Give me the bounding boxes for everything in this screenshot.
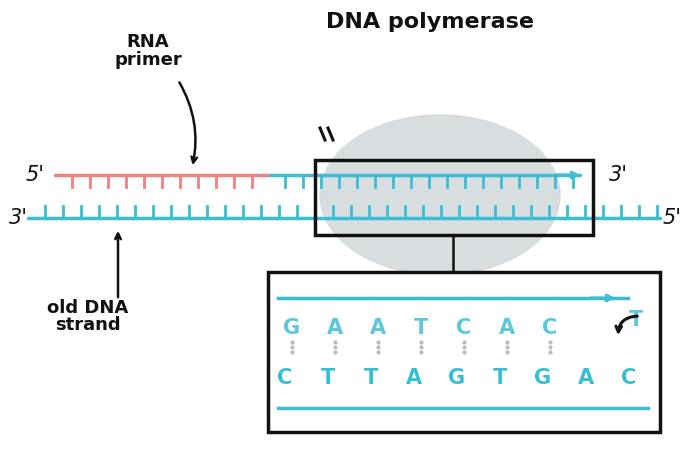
Text: old DNA: old DNA	[47, 299, 129, 317]
Text: C: C	[277, 368, 293, 388]
Bar	[315, 160, 593, 235]
Text: C: C	[542, 318, 558, 338]
Text: DNA polymerase: DNA polymerase	[326, 12, 534, 32]
Text: T: T	[414, 318, 428, 338]
Text: G: G	[284, 318, 300, 338]
Text: A: A	[578, 368, 594, 388]
Text: A: A	[327, 318, 343, 338]
Text: C: C	[621, 368, 636, 388]
Text: T: T	[364, 368, 378, 388]
Text: RNA: RNA	[127, 33, 169, 51]
Text: A: A	[406, 368, 422, 388]
Text: A: A	[499, 318, 515, 338]
Text: A: A	[370, 318, 386, 338]
Text: G: G	[535, 368, 551, 388]
Text: G: G	[448, 368, 466, 388]
Text: 3': 3'	[608, 165, 627, 185]
Ellipse shape	[320, 115, 560, 275]
Text: T: T	[493, 368, 507, 388]
Text: 3': 3'	[8, 208, 27, 228]
Text: 5': 5'	[663, 208, 682, 228]
Bar	[268, 272, 660, 432]
Text: T: T	[321, 368, 335, 388]
Text: 5': 5'	[26, 165, 45, 185]
Text: C: C	[457, 318, 472, 338]
Text: primer: primer	[114, 51, 182, 69]
Text: strand: strand	[55, 316, 121, 334]
Text: T: T	[629, 310, 643, 330]
